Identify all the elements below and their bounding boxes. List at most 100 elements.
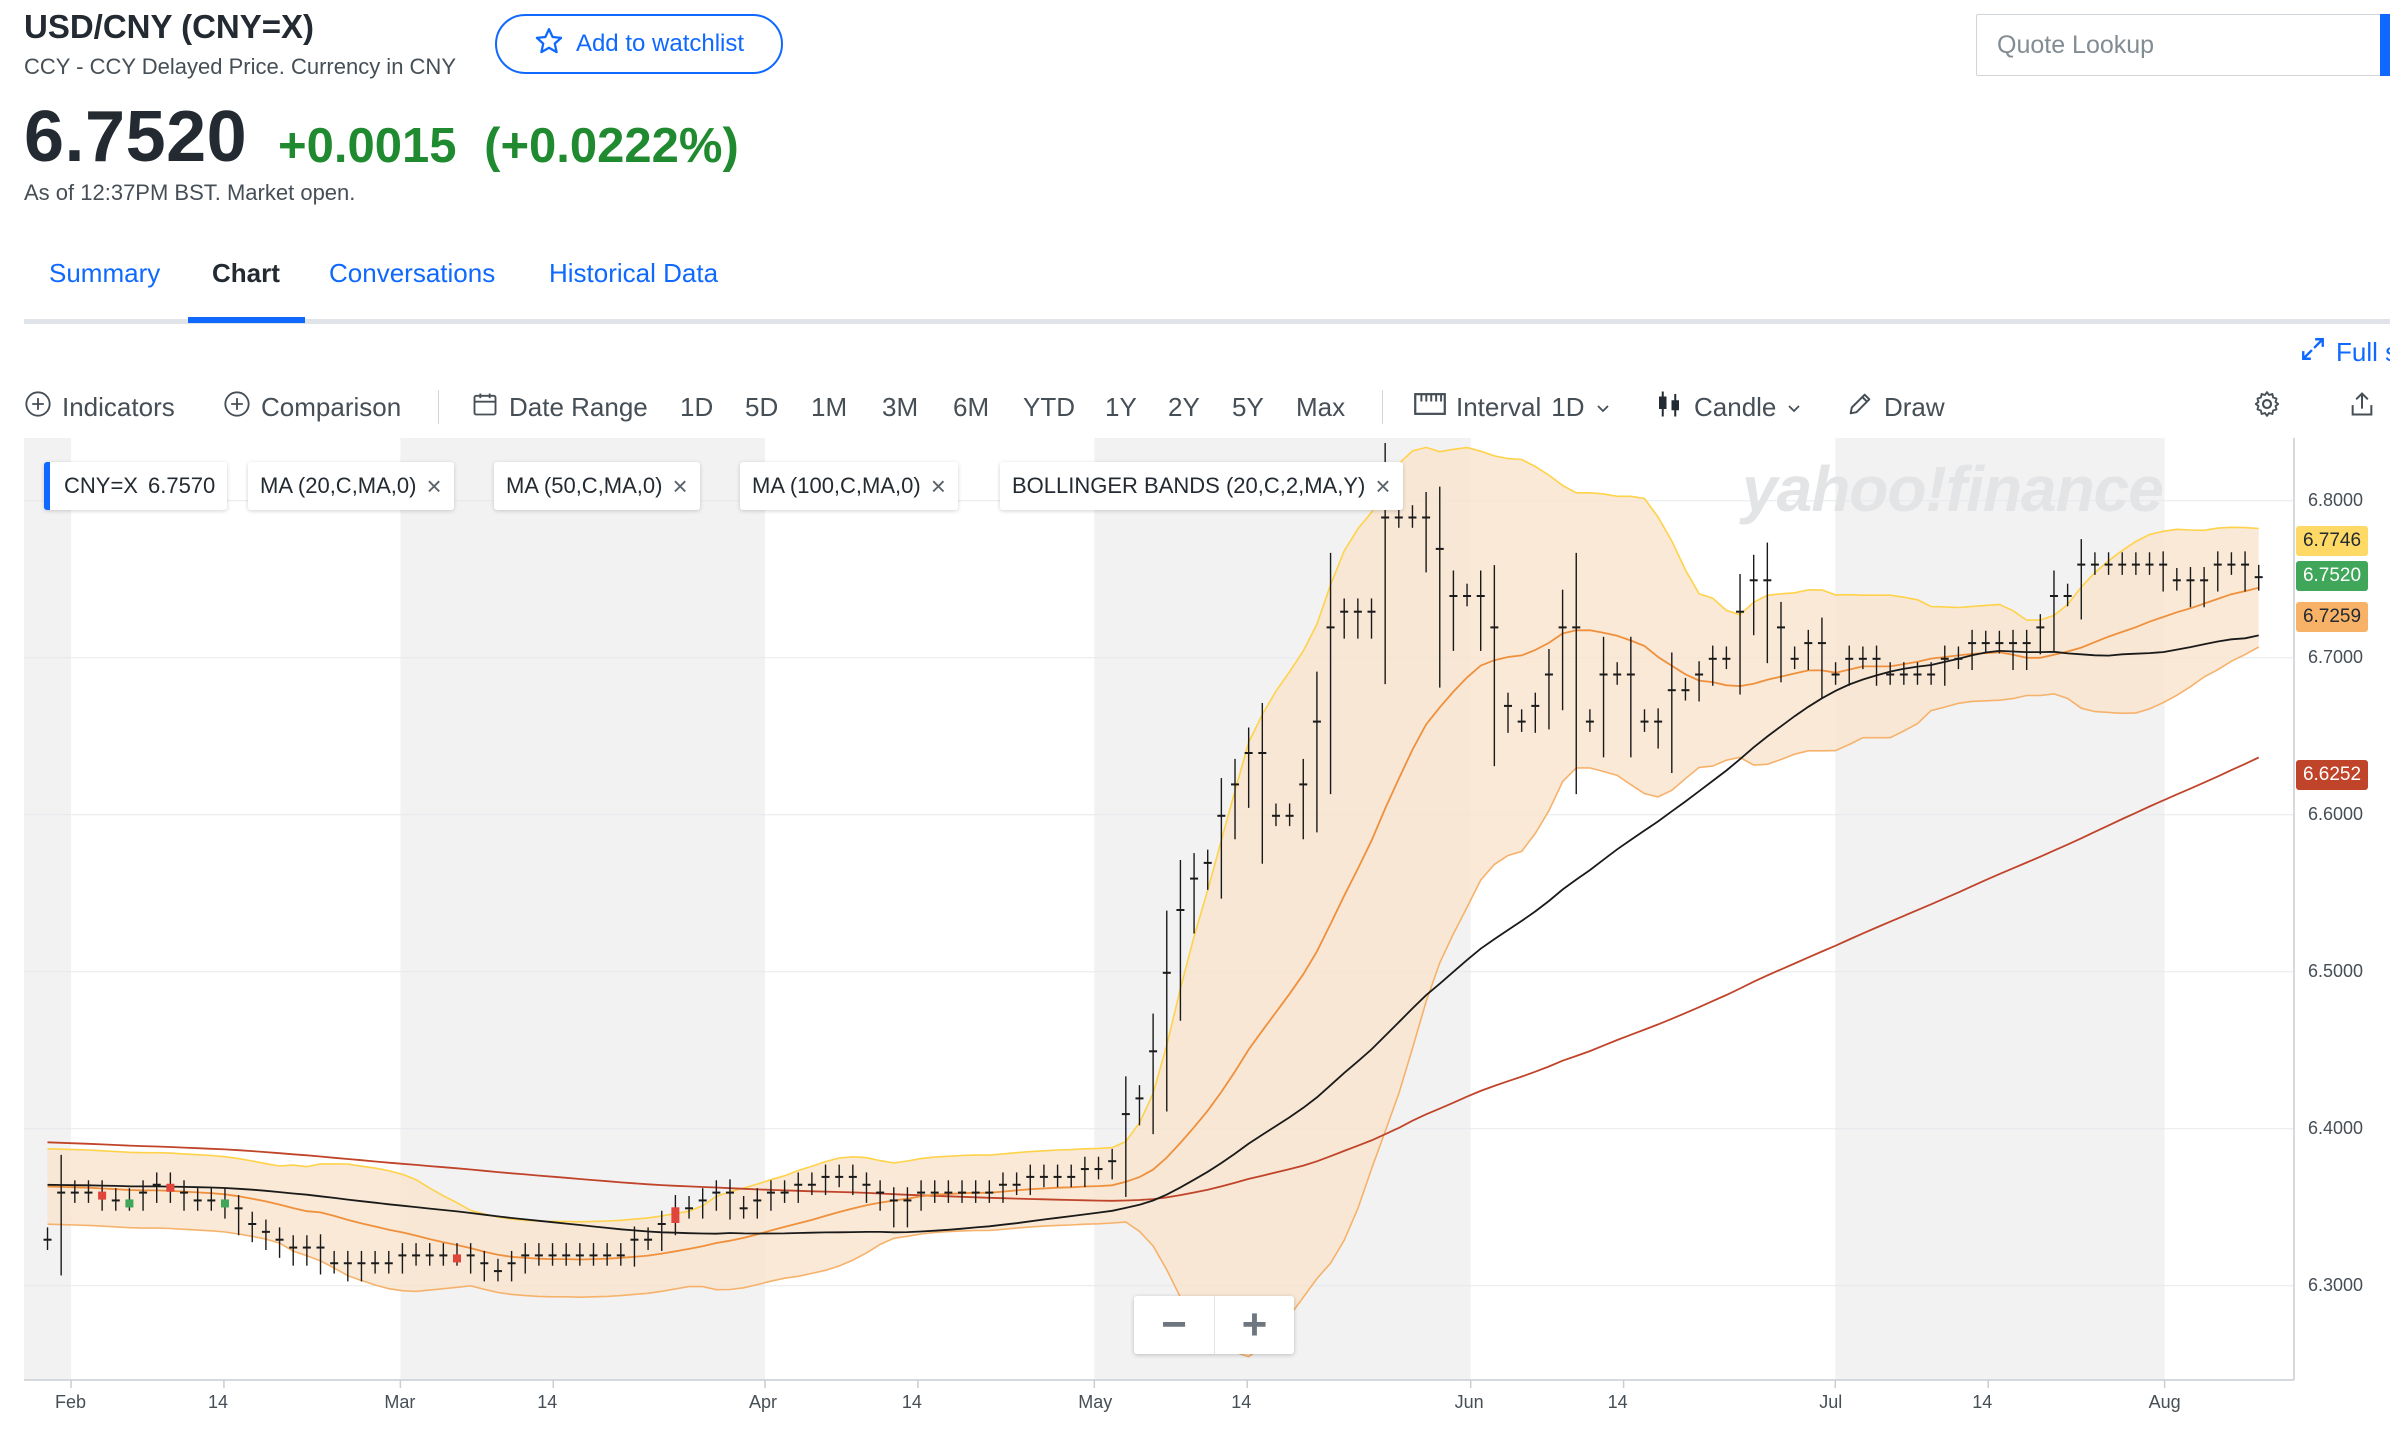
x-tick-label: Jul xyxy=(1819,1392,1843,1412)
y-tick-label: 6.7000 xyxy=(2308,646,2364,667)
range-max[interactable]: Max xyxy=(1296,391,1346,422)
x-tick-label: Jun xyxy=(1454,1392,1484,1412)
y-tick-label: 6.8000 xyxy=(2308,489,2364,510)
range-3m[interactable]: 3M xyxy=(882,391,919,422)
candle-body xyxy=(302,1246,311,1249)
candle-body xyxy=(1995,642,2004,645)
range-2y[interactable]: 2Y xyxy=(1168,391,1200,422)
legend-chip-ma50[interactable]: MA (50,C,MA,0) × xyxy=(494,462,700,510)
legend-symbol-value: 6.7570 xyxy=(147,473,216,498)
candle-body xyxy=(1872,657,1881,660)
indicators-button[interactable]: Indicators xyxy=(24,384,175,430)
active-tab-indicator xyxy=(188,317,305,323)
candle-body xyxy=(1012,1183,1021,1186)
x-tick-label: Apr xyxy=(748,1392,777,1412)
candle-body xyxy=(193,1199,202,1202)
date-range-button[interactable]: Date Range xyxy=(471,384,648,430)
tab-summary[interactable]: Summary xyxy=(49,258,161,288)
legend-chip-symbol[interactable]: CNY=X 6.7570 xyxy=(44,462,228,510)
range-5y[interactable]: 5Y xyxy=(1232,391,1264,422)
range-1d[interactable]: 1D xyxy=(680,391,714,422)
candle-body xyxy=(1626,673,1635,676)
y-tick-label: 6.5000 xyxy=(2308,960,2364,981)
current-price: 6.7520 xyxy=(24,97,248,177)
candle-body xyxy=(1217,814,1226,817)
candle-body xyxy=(98,1191,107,1200)
candle-body xyxy=(1927,673,1936,676)
candle-body xyxy=(2077,563,2086,566)
range-1m[interactable]: 1M xyxy=(811,391,848,422)
candle-body xyxy=(1886,673,1895,676)
candle-body xyxy=(1599,673,1608,676)
date-range-label: Date Range xyxy=(509,391,648,422)
chart-type-dropdown[interactable]: Candle xyxy=(1654,384,1802,430)
candle-body xyxy=(2104,563,2113,566)
search-button[interactable] xyxy=(2380,14,2390,76)
candle-body xyxy=(125,1199,134,1208)
price-tag: 6.6252 xyxy=(2296,760,2368,791)
add-to-watchlist-button[interactable]: Add to watchlist xyxy=(495,14,783,74)
tab-conversations[interactable]: Conversations xyxy=(329,258,496,288)
comparison-label: Comparison xyxy=(261,391,402,422)
candle-body xyxy=(944,1191,953,1194)
price-tag: 6.7259 xyxy=(2296,602,2368,633)
candle-body xyxy=(548,1254,557,1257)
close-icon[interactable]: × xyxy=(1375,471,1391,501)
candle-body xyxy=(1367,610,1376,613)
candle-body xyxy=(780,1191,789,1194)
candle-body xyxy=(425,1254,434,1257)
range-1y[interactable]: 1Y xyxy=(1105,391,1137,422)
candle-body xyxy=(1080,1168,1089,1171)
candle-body xyxy=(821,1175,830,1178)
candle-body xyxy=(1544,673,1553,676)
candle-body xyxy=(753,1199,762,1202)
candle-body xyxy=(1899,673,1908,676)
fullscreen-button[interactable]: Full s xyxy=(2300,336,2390,369)
close-icon[interactable]: × xyxy=(672,471,688,501)
candle-body xyxy=(903,1199,912,1202)
plus-circle-icon xyxy=(223,390,251,425)
comparison-button[interactable]: Comparison xyxy=(223,384,401,430)
interval-dropdown[interactable]: Interval 1D xyxy=(1414,384,1611,430)
legend-chip-ma20[interactable]: MA (20,C,MA,0) × xyxy=(248,462,454,510)
range-5d[interactable]: 5D xyxy=(745,391,779,422)
indicators-label: Indicators xyxy=(62,391,175,422)
x-tick-label: Mar xyxy=(384,1392,416,1412)
candle-body xyxy=(275,1238,284,1241)
price-chart[interactable] xyxy=(24,438,2390,1440)
candle-body xyxy=(998,1183,1007,1186)
candle-body xyxy=(862,1183,871,1186)
legend-ma50-label: MA (50,C,MA,0) xyxy=(506,473,663,498)
candle-body xyxy=(1504,704,1513,707)
candle-body xyxy=(1913,673,1922,676)
candle-body xyxy=(2200,579,2209,582)
zoom-out-button[interactable]: − xyxy=(1161,1300,1187,1349)
candle-body xyxy=(889,1199,898,1202)
share-button[interactable] xyxy=(2348,384,2376,430)
legend-chip-ma100[interactable]: MA (100,C,MA,0) × xyxy=(740,462,958,510)
candle-body xyxy=(207,1199,216,1202)
price-change-value: +0.0015 xyxy=(278,119,457,173)
legend-chip-bollinger[interactable]: BOLLINGER BANDS (20,C,2,MA,Y) × xyxy=(1000,462,1403,510)
candle-body xyxy=(2036,626,2045,629)
fullscreen-label: Full s xyxy=(2336,337,2390,367)
candle-body xyxy=(1640,720,1649,723)
candle-body xyxy=(1804,642,1813,645)
candle-body xyxy=(2131,563,2140,566)
range-ytd[interactable]: YTD xyxy=(1023,391,1075,422)
candle-body xyxy=(1763,579,1772,582)
candle-body xyxy=(1312,720,1321,723)
close-icon[interactable]: × xyxy=(426,471,442,501)
quote-nav-tabs: Summary Chart Conversations Historical D… xyxy=(24,240,2390,324)
quote-lookup-input[interactable] xyxy=(1976,14,2390,76)
range-6m[interactable]: 6M xyxy=(953,391,990,422)
tab-chart[interactable]: Chart xyxy=(212,258,280,288)
price-chart-canvas[interactable] xyxy=(24,438,2390,1440)
close-icon[interactable]: × xyxy=(930,471,946,501)
draw-button[interactable]: Draw xyxy=(1846,384,1945,430)
candle-body xyxy=(139,1191,148,1194)
settings-button[interactable] xyxy=(2252,384,2282,430)
y-tick-label: 6.3000 xyxy=(2308,1274,2364,1295)
tab-historical-data[interactable]: Historical Data xyxy=(549,258,719,288)
zoom-in-button[interactable]: + xyxy=(1214,1296,1294,1354)
